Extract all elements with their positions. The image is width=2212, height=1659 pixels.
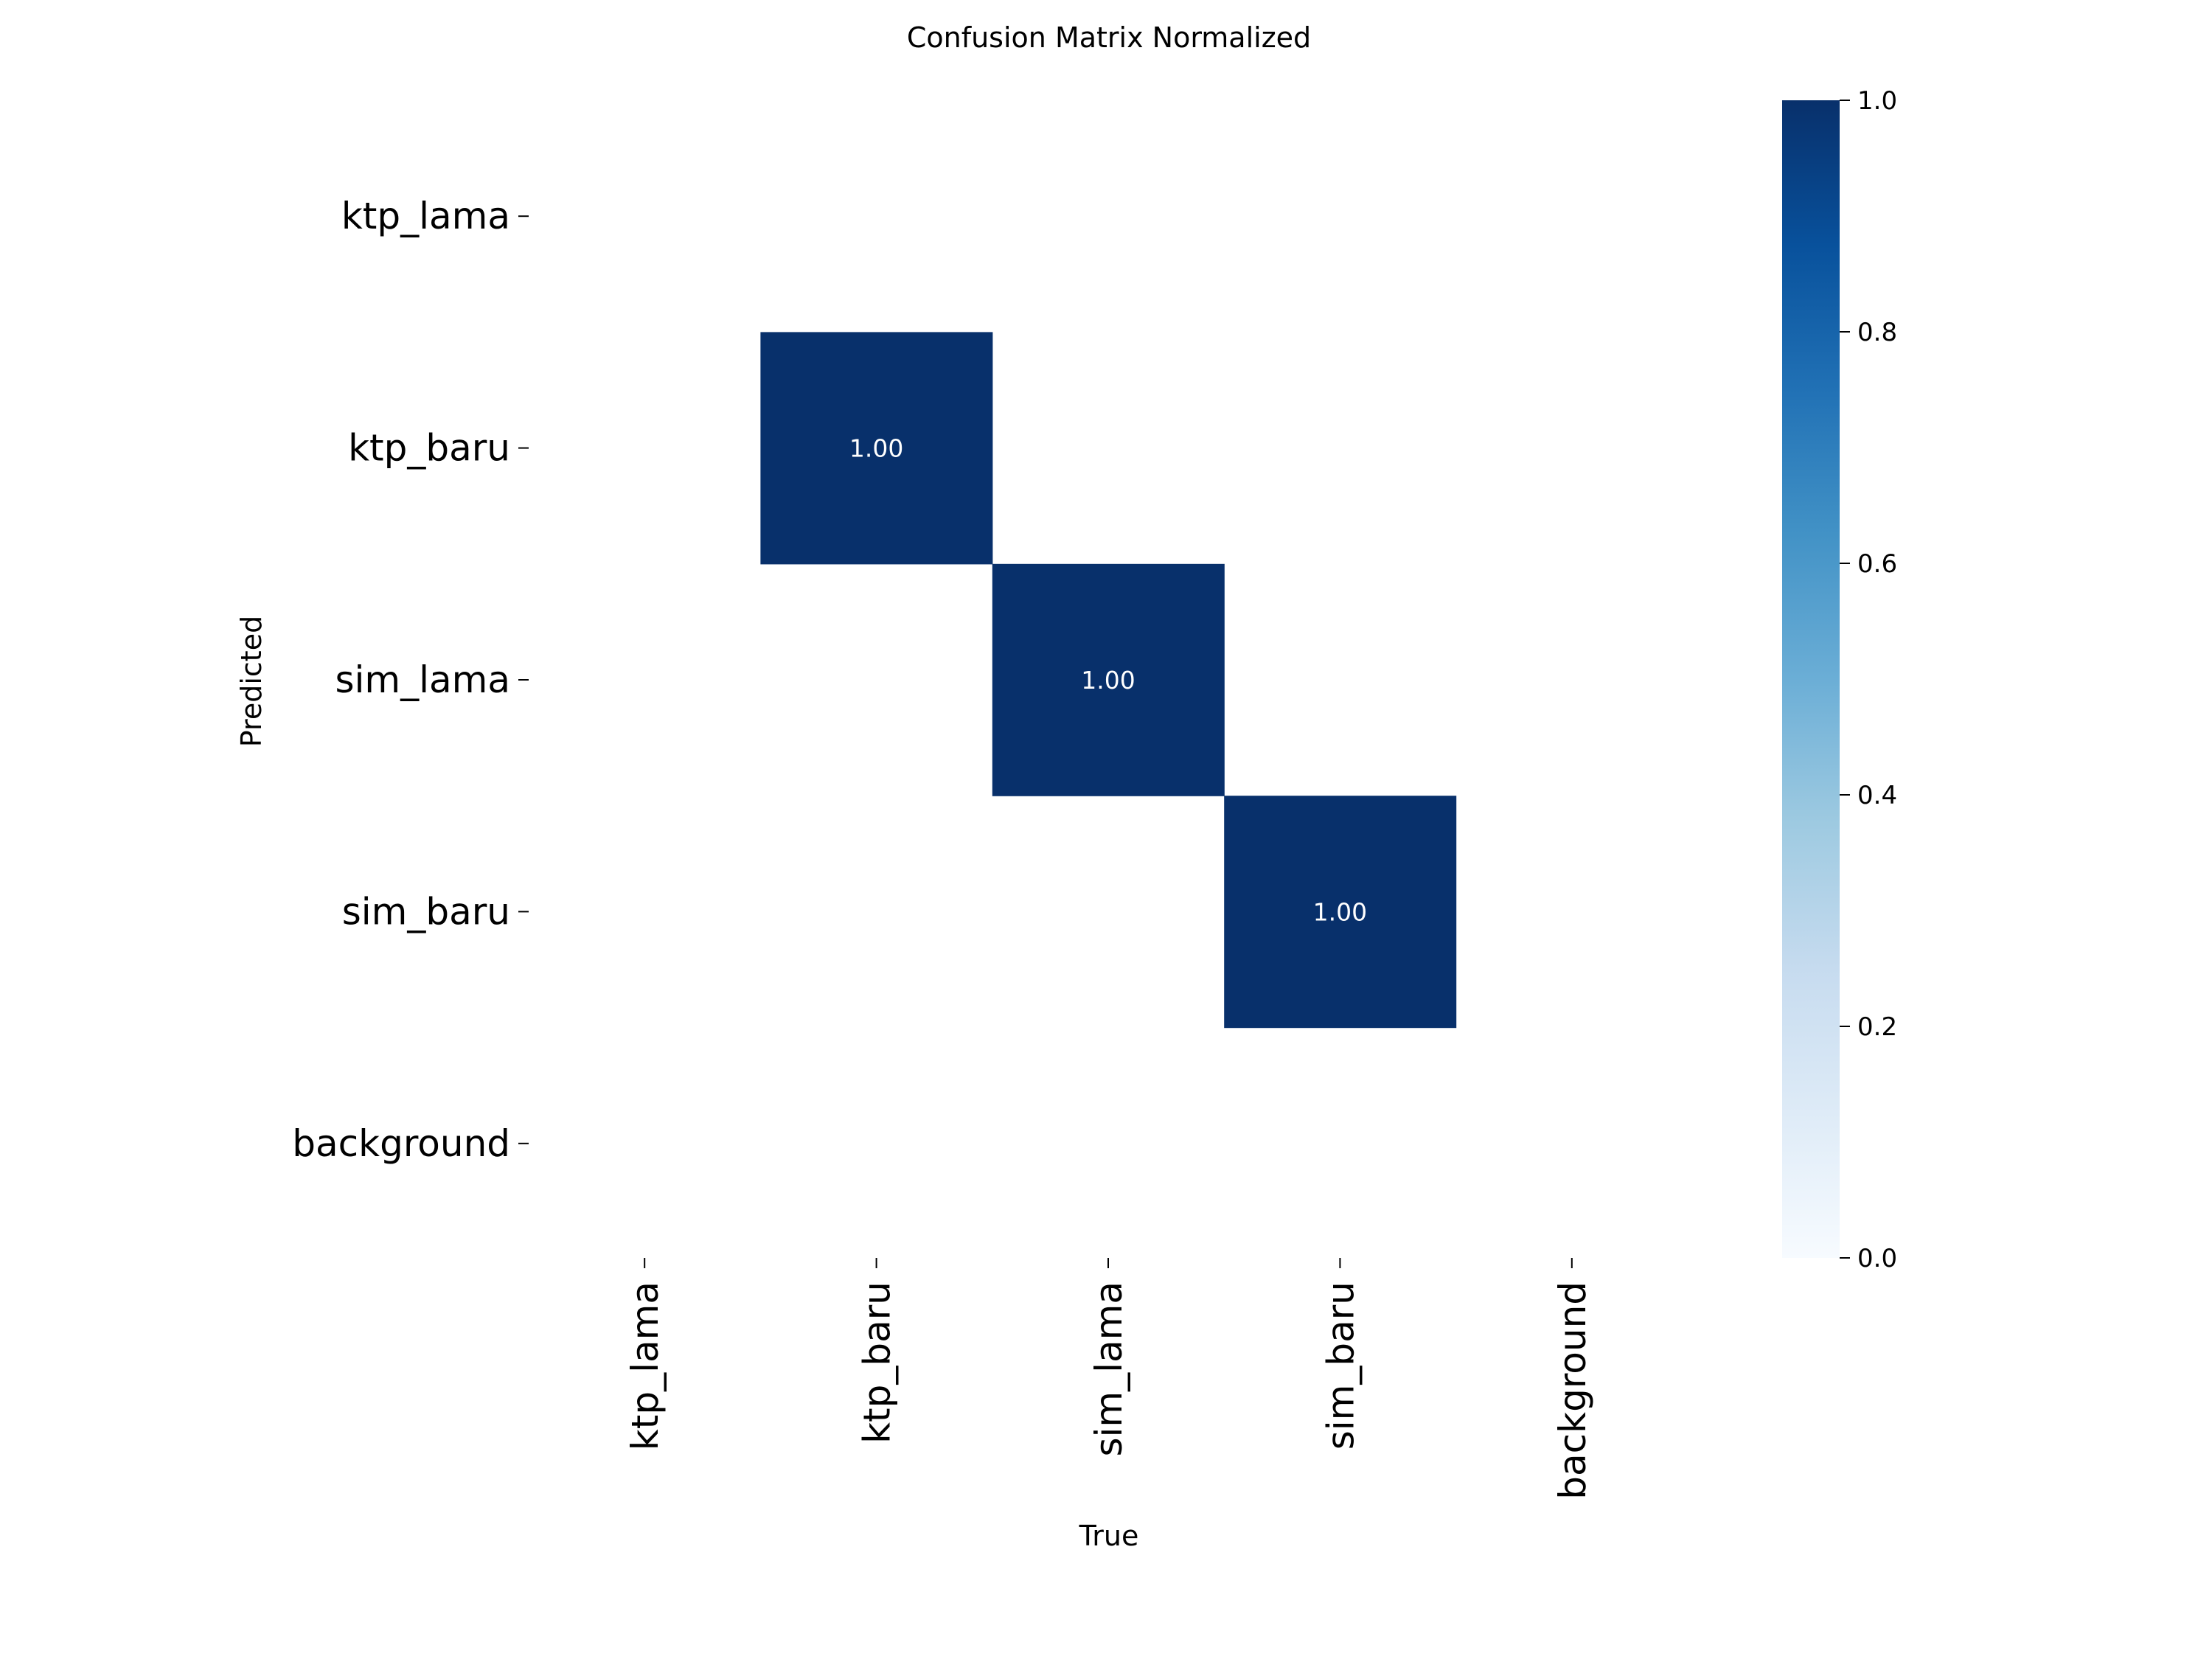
- cell-value-label: 1.00: [849, 434, 903, 463]
- heatmap-cell: [992, 563, 1225, 796]
- x-axis-label: True: [1079, 1520, 1139, 1552]
- colorbar-gradient: [1782, 100, 1840, 1258]
- colorbar-tick-label: 0.0: [1857, 1244, 1897, 1273]
- x-tick-label: background: [1551, 1281, 1594, 1500]
- x-axis-ticks: ktp_lama ktp_baru sim_lama sim_baru backgrou…: [624, 1258, 1594, 1500]
- y-axis-ticks: ktp_lama ktp_baru sim_lama sim_baru backgrou…: [292, 195, 529, 1165]
- y-tick-label: ktp_baru: [348, 427, 510, 470]
- colorbar-tick-label: 1.0: [1857, 86, 1897, 116]
- colorbar-tick-label: 0.6: [1857, 549, 1897, 579]
- heatmap-cell: [1224, 796, 1457, 1029]
- colorbar-tick-label: 0.8: [1857, 318, 1897, 347]
- y-tick-label: ktp_lama: [341, 195, 510, 237]
- cell-value-label: 1.00: [1313, 897, 1367, 926]
- y-tick-label: sim_baru: [342, 890, 510, 933]
- y-tick-label: sim_lama: [335, 658, 510, 701]
- y-tick-label: background: [292, 1122, 510, 1165]
- heatmap-cells: 1.00 1.00 1.00: [760, 332, 1457, 1029]
- colorbar: 0.0 0.2 0.4 0.6 0.8 1.0: [1782, 86, 1897, 1273]
- chart-title: Confusion Matrix Normalized: [907, 21, 1311, 54]
- x-tick-label: sim_baru: [1319, 1281, 1362, 1450]
- x-tick-label: sim_lama: [1088, 1281, 1130, 1457]
- colorbar-tick-label: 0.2: [1857, 1012, 1897, 1042]
- x-tick-label: ktp_baru: [856, 1281, 899, 1444]
- y-axis-label: Predicted: [235, 616, 268, 747]
- heatmap-cell: [760, 332, 993, 565]
- cell-value-label: 1.00: [1081, 666, 1135, 695]
- colorbar-tick-label: 0.4: [1857, 781, 1897, 810]
- x-tick-label: ktp_lama: [624, 1281, 667, 1450]
